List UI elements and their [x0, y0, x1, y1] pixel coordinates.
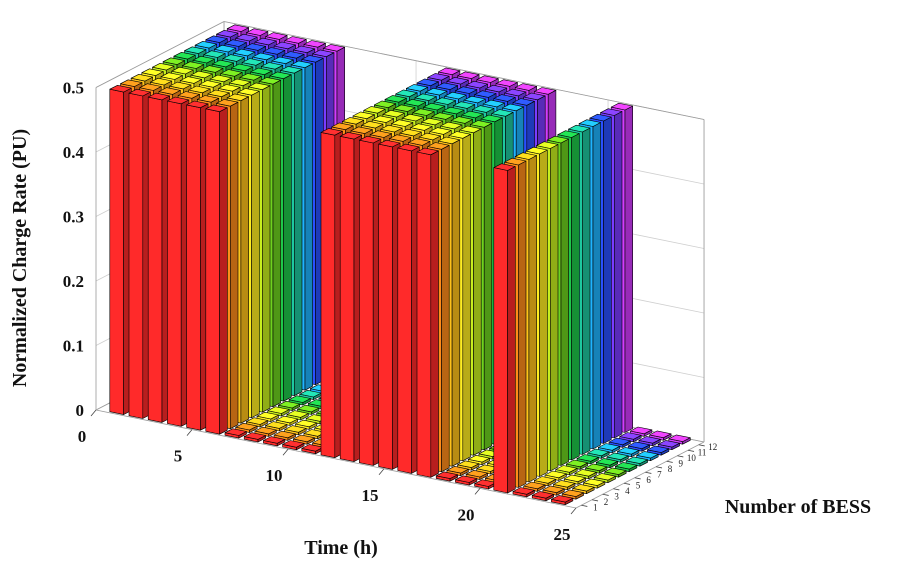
bar-bess-1-hour-8 [243, 432, 267, 443]
x-tick-mark [90, 409, 97, 417]
bar-bess-1-hour-2 [128, 88, 151, 419]
bar-bess-1-hour-19 [455, 475, 478, 486]
y-tick-label: 5 [636, 480, 641, 490]
bar-bess-1-hour-18 [435, 471, 459, 482]
x-tick-label: 10 [266, 466, 283, 485]
z-tick-label: 0.4 [63, 143, 85, 162]
bar-bess-8-hour-22 [587, 448, 610, 459]
bar-bess-1-hour-22 [512, 487, 535, 498]
bar-bess-1-hour-16 [397, 143, 420, 474]
x-tick-label: 15 [362, 486, 379, 505]
bar-bess-1-hour-9 [263, 436, 286, 447]
y-tick-mark [591, 499, 599, 502]
y-tick-label: 10 [687, 453, 697, 463]
x-tick-label: 20 [458, 505, 475, 524]
bar-bess-1-hour-23 [531, 491, 555, 502]
z-tick-label: 0.2 [63, 272, 84, 291]
bar-bess-1-hour-14 [359, 135, 382, 466]
bars [109, 24, 691, 506]
z-tick-label: 0.1 [63, 337, 84, 356]
y-tick-label: 12 [708, 442, 717, 452]
z-tick-label: 0.5 [63, 79, 84, 98]
y-tick-mark [677, 455, 684, 458]
bar-bess-2-hour-8 [254, 426, 277, 437]
y-tick-mark [666, 460, 673, 463]
x-tick-mark [474, 488, 481, 495]
bar-bess-2-hour-18 [446, 465, 469, 477]
y-tick-mark [623, 482, 631, 485]
bar-bess-1-hour-4 [167, 96, 190, 427]
bar-bess-6-hour-23 [585, 463, 608, 474]
bar-bess-1-hour-21 [493, 163, 516, 494]
bar-bess-1-hour-12 [320, 128, 343, 459]
y-tick-label: 8 [668, 464, 673, 474]
y-tick-mark [581, 504, 588, 507]
y-tick-mark [655, 466, 663, 469]
x-tick-label: 25 [554, 525, 571, 544]
x-tick-mark [282, 448, 289, 456]
bar-bess-4-hour-23 [563, 474, 587, 485]
z-tick-label: 0.3 [63, 208, 84, 227]
x-tick-mark [186, 429, 193, 436]
axis-box-edge [95, 21, 225, 88]
bar-bess-1-hour-17 [416, 147, 439, 478]
y-tick-label: 2 [604, 497, 609, 507]
y-tick-label: 1 [593, 502, 598, 512]
x-tick-label: 0 [78, 427, 87, 446]
x-axis-title: Time (h) [304, 537, 378, 559]
y-tick-label: 6 [646, 475, 651, 485]
x-tick-label: 5 [174, 447, 183, 466]
x-tick-mark [378, 468, 385, 476]
y-tick-label: 4 [625, 486, 630, 496]
y-axis-title: Number of BESS [725, 496, 871, 518]
y-tick-mark [634, 477, 641, 480]
bar-bess-3-hour-8 [265, 421, 288, 432]
tick-labels: 00.10.20.30.40.5051015202512345678910111… [63, 79, 717, 545]
y-tick-label: 7 [657, 469, 662, 479]
bar-bess-1-hour-3 [147, 92, 170, 423]
bar-bess-1-hour-10 [282, 440, 305, 451]
bar-bess-10-hour-23 [627, 441, 651, 452]
bar-bess-1-hour-7 [224, 428, 247, 439]
bar-bess-1-hour-13 [339, 132, 363, 462]
z-tick-label: 0 [76, 401, 85, 420]
y-tick-mark [698, 444, 705, 447]
x-tick-mark [570, 507, 577, 515]
y-tick-mark [602, 493, 609, 496]
bar-bess-1-hour-15 [378, 139, 401, 470]
bar-bess-6-hour-24 [604, 467, 627, 478]
y-tick-mark [613, 488, 620, 491]
bar-bess-1-hour-6 [205, 104, 228, 435]
bar-bess-5-hour-8 [286, 410, 309, 421]
z-axis-title: Normalized Charge Rate (PU) [9, 129, 31, 387]
floor-edge [95, 409, 577, 509]
bar-bess-7-hour-7 [288, 395, 311, 406]
y-tick-label: 3 [614, 491, 619, 501]
y-tick-mark [687, 449, 695, 452]
floor-edge [575, 441, 705, 509]
bar-bess-1-hour-24 [551, 495, 574, 506]
axis-box-edge [223, 21, 705, 120]
bar-bess-1-hour-5 [186, 100, 209, 431]
bar-bess-1-hour-1 [109, 85, 132, 415]
y-tick-label: 9 [678, 458, 683, 468]
y-tick-label: 11 [698, 447, 707, 457]
y-tick-mark [645, 471, 652, 474]
